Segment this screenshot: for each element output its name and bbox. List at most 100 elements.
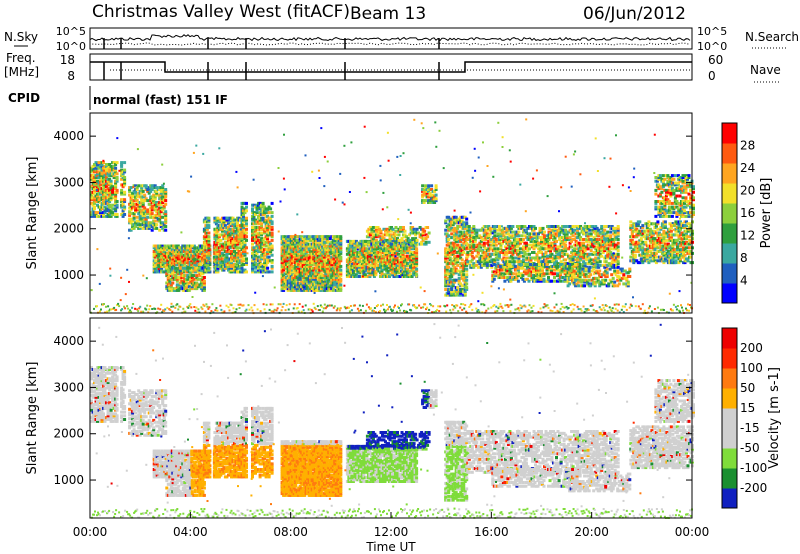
power-cell <box>116 176 119 179</box>
power-cell <box>449 257 452 260</box>
power-cell <box>167 269 170 272</box>
noise-sky-label: N.Sky <box>4 30 38 44</box>
power-cell <box>245 246 248 249</box>
power-cell <box>146 199 149 202</box>
power-cell <box>504 236 507 239</box>
noise-search-trace <box>90 43 690 45</box>
power-cell <box>145 184 148 187</box>
power-cell <box>435 194 438 197</box>
power-cell <box>203 276 206 279</box>
power-cell <box>271 265 274 268</box>
power-cell <box>462 251 465 254</box>
power-cell <box>207 232 210 235</box>
power-cell <box>435 197 438 200</box>
freq-tick-bottom: 8 <box>67 69 75 83</box>
power-cell <box>425 241 428 244</box>
power-cell <box>192 274 195 277</box>
power-cell <box>520 234 523 237</box>
power-cell <box>183 267 186 270</box>
power-cell <box>253 246 256 249</box>
power-cell <box>428 241 431 244</box>
power-cell <box>416 228 419 231</box>
power-cell <box>496 247 499 250</box>
power-cell <box>528 253 531 256</box>
power-cell <box>143 194 146 197</box>
power-cell <box>262 202 265 205</box>
freq-label-line2: [MHz] <box>4 65 39 79</box>
power-cell <box>517 234 520 237</box>
power-cell <box>466 251 469 254</box>
power-cell <box>260 232 263 235</box>
power-cell <box>203 280 206 283</box>
power-cell <box>339 269 342 272</box>
power-cell <box>271 232 274 235</box>
power-cell <box>339 265 342 268</box>
beam-label: Beam 13 <box>350 4 426 24</box>
power-cell <box>456 244 459 247</box>
power-cell <box>461 258 464 261</box>
power-cell <box>456 264 459 267</box>
power-cell <box>120 161 123 164</box>
power-cell <box>450 232 453 235</box>
power-cell <box>415 268 418 271</box>
power-cell <box>229 228 232 231</box>
power-cell <box>495 238 498 241</box>
power-cell <box>164 199 167 202</box>
nave-tick-top: 60 <box>708 53 723 67</box>
power-cell <box>195 274 198 277</box>
power-cell <box>146 216 149 219</box>
power-cell <box>111 204 114 207</box>
power-cell <box>268 270 271 273</box>
power-cell <box>123 191 126 194</box>
power-cell <box>446 277 449 280</box>
power-cell <box>251 226 254 229</box>
power-cell <box>392 228 395 231</box>
power-cell <box>123 213 126 216</box>
power-cell <box>245 228 248 231</box>
power-cell <box>155 227 158 230</box>
power-cell <box>154 259 157 262</box>
power-cell <box>465 268 468 271</box>
power-cell <box>245 270 248 273</box>
power-cell <box>522 258 525 261</box>
power-cell <box>262 217 265 220</box>
power-cell <box>245 202 248 205</box>
power-cell <box>164 203 167 206</box>
power-cell <box>415 247 418 250</box>
power-cell <box>245 209 248 212</box>
noise-left-tick-bottom: 10^0 <box>56 40 86 53</box>
power-cell <box>120 189 123 192</box>
power-cell <box>339 278 342 281</box>
power-cell <box>271 239 274 242</box>
power-cell <box>455 279 458 282</box>
power-cell <box>472 225 475 228</box>
power-cell <box>493 247 496 250</box>
power-cell <box>207 267 210 270</box>
power-cell <box>525 242 528 245</box>
power-cell <box>245 257 248 260</box>
power-cell <box>411 237 414 240</box>
power-cell <box>421 184 424 187</box>
power-cell <box>447 216 450 219</box>
power-cell <box>481 238 484 241</box>
power-cell <box>245 222 248 225</box>
power-cell <box>96 211 99 214</box>
power-cell <box>245 206 248 209</box>
power-cell <box>466 260 469 263</box>
power-cell <box>110 180 113 183</box>
power-cell <box>116 189 119 192</box>
power-cell <box>271 254 274 257</box>
power-cell <box>158 229 161 232</box>
power-cell <box>495 244 498 247</box>
power-cell <box>364 273 367 276</box>
power-cell <box>493 234 496 237</box>
power-cell <box>241 206 244 209</box>
power-cell <box>139 223 142 226</box>
power-cell <box>271 202 274 205</box>
power-cell <box>468 225 471 228</box>
power-cell <box>423 230 426 233</box>
power-cell <box>146 208 149 211</box>
power-cell <box>93 206 96 209</box>
power-cell <box>533 251 536 254</box>
power-cell <box>416 239 419 242</box>
